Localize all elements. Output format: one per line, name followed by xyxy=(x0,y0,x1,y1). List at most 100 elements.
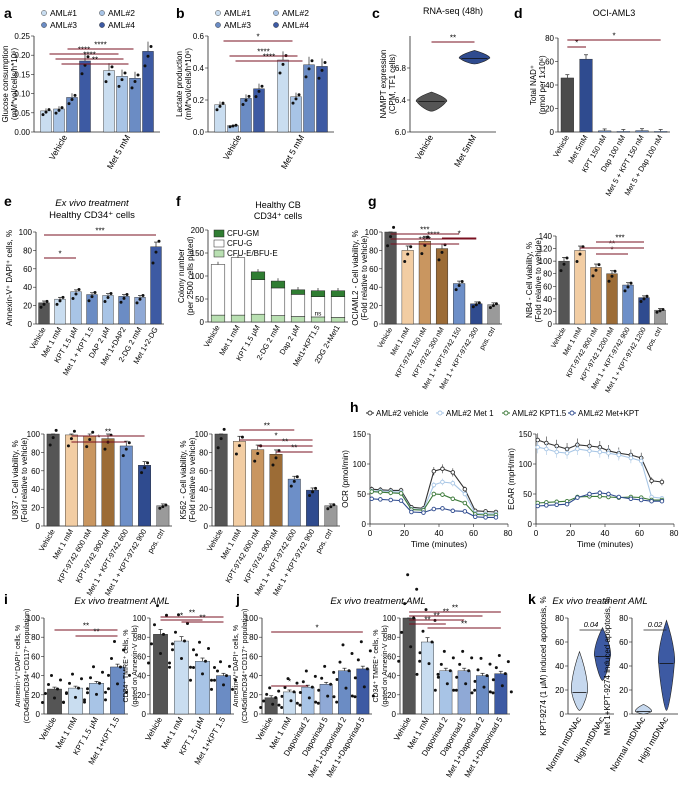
data-point xyxy=(106,295,110,299)
data-point xyxy=(159,651,162,655)
data-point xyxy=(445,682,449,686)
y-tick-label: 0 xyxy=(36,710,41,719)
y-tick-label: 80 xyxy=(543,270,552,279)
y-tick-label: 6.0 xyxy=(395,128,407,137)
x-tick-label: Met 5 mM xyxy=(105,133,133,171)
data-point xyxy=(316,701,320,705)
data-point xyxy=(274,456,278,460)
y-axis-label: (pmol per 1x10⁶) xyxy=(538,55,547,115)
data-point xyxy=(198,640,201,644)
data-point xyxy=(500,684,504,688)
data-point xyxy=(562,262,566,266)
bar xyxy=(319,684,333,715)
data-point xyxy=(260,84,264,88)
bar xyxy=(283,691,296,715)
data-point xyxy=(451,656,455,660)
significance-label: ** xyxy=(199,614,205,623)
data-point xyxy=(575,446,580,452)
y-tick-label: 0 xyxy=(550,128,555,137)
bar xyxy=(616,131,630,133)
y-tick-label: 60 xyxy=(387,652,396,661)
data-point xyxy=(314,486,318,490)
violin-shape xyxy=(593,626,612,681)
y-tick-label: 60 xyxy=(31,652,40,661)
data-point xyxy=(189,678,192,682)
y-tick-label: 100 xyxy=(133,614,147,623)
data-point xyxy=(257,89,261,93)
data-point xyxy=(213,666,216,670)
stacked-bar-cfu-gm xyxy=(250,271,266,280)
data-point xyxy=(457,284,461,288)
y-tick-label: 80 xyxy=(23,246,32,255)
data-point xyxy=(133,79,137,83)
data-point xyxy=(462,500,468,506)
data-point xyxy=(107,673,110,677)
data-point xyxy=(613,269,617,273)
y-tick-label: 60 xyxy=(543,282,552,291)
data-point xyxy=(70,98,74,102)
significance-label: ** xyxy=(105,428,111,437)
y-axis-label: Annexin-V⁺DAPI⁺ cells, % xyxy=(15,625,22,707)
x-axis-label: Time (minutes) xyxy=(411,539,468,549)
data-point xyxy=(83,700,86,704)
y-tick-label: 80 xyxy=(31,448,40,457)
chart-d: 0 20 40 60 80 Total NAD⁺ (pmol per 1x10⁶) Vehic… xyxy=(529,8,670,198)
data-point xyxy=(210,687,213,691)
bar xyxy=(635,130,649,133)
data-point xyxy=(491,691,495,695)
data-point xyxy=(350,652,354,656)
data-point xyxy=(335,700,339,704)
significance-label: * xyxy=(610,246,613,255)
bar-aml4 xyxy=(253,88,265,133)
data-point xyxy=(494,302,498,306)
data-point xyxy=(228,664,231,668)
data-point xyxy=(138,297,142,301)
bar xyxy=(47,688,62,715)
data-point xyxy=(365,667,369,671)
x-tick-label: Met 5 mM xyxy=(279,133,307,171)
data-point xyxy=(338,660,342,664)
data-point xyxy=(436,672,440,676)
y-tick-label: 100 xyxy=(539,257,553,266)
significance-label: **** xyxy=(257,48,269,57)
data-point xyxy=(168,661,171,665)
data-point xyxy=(50,674,53,678)
data-point xyxy=(291,101,295,105)
data-point xyxy=(403,602,407,606)
bar-aml1 xyxy=(103,70,115,133)
data-point xyxy=(412,616,416,620)
data-point xyxy=(140,471,144,475)
bar xyxy=(89,683,104,715)
bar-aml4 xyxy=(79,60,91,133)
data-point xyxy=(477,301,481,305)
data-point xyxy=(332,670,336,674)
header-e-line1: Ex vivo treatment xyxy=(55,198,129,209)
data-point xyxy=(109,291,113,295)
data-point xyxy=(183,639,186,643)
legend-label: AML#2 xyxy=(282,8,309,18)
data-point xyxy=(278,71,282,75)
data-point xyxy=(65,691,68,695)
data-point xyxy=(485,674,489,678)
data-point xyxy=(141,293,145,297)
data-point xyxy=(587,448,592,454)
data-point xyxy=(307,696,311,700)
bar-aml3 xyxy=(303,64,315,133)
y-tick-label: 0.6 xyxy=(193,32,205,41)
y-tick-label: 150 xyxy=(191,249,205,258)
y-tick-label: 100 xyxy=(191,272,205,281)
data-point xyxy=(123,71,127,75)
data-point xyxy=(281,62,285,66)
stacked-bar-cfu-gm xyxy=(290,289,306,295)
data-point xyxy=(431,482,437,488)
bar xyxy=(457,670,471,715)
x-tick-label: 80 xyxy=(504,529,513,538)
data-point xyxy=(371,694,375,698)
x-tick-label: 0 xyxy=(534,529,539,538)
data-point xyxy=(162,632,165,636)
data-point xyxy=(103,447,107,451)
data-point xyxy=(317,76,321,80)
y-tick-label: 40 xyxy=(249,672,258,681)
significance-label: **** xyxy=(83,51,95,60)
y-tick-label: 0.10 xyxy=(14,90,30,99)
